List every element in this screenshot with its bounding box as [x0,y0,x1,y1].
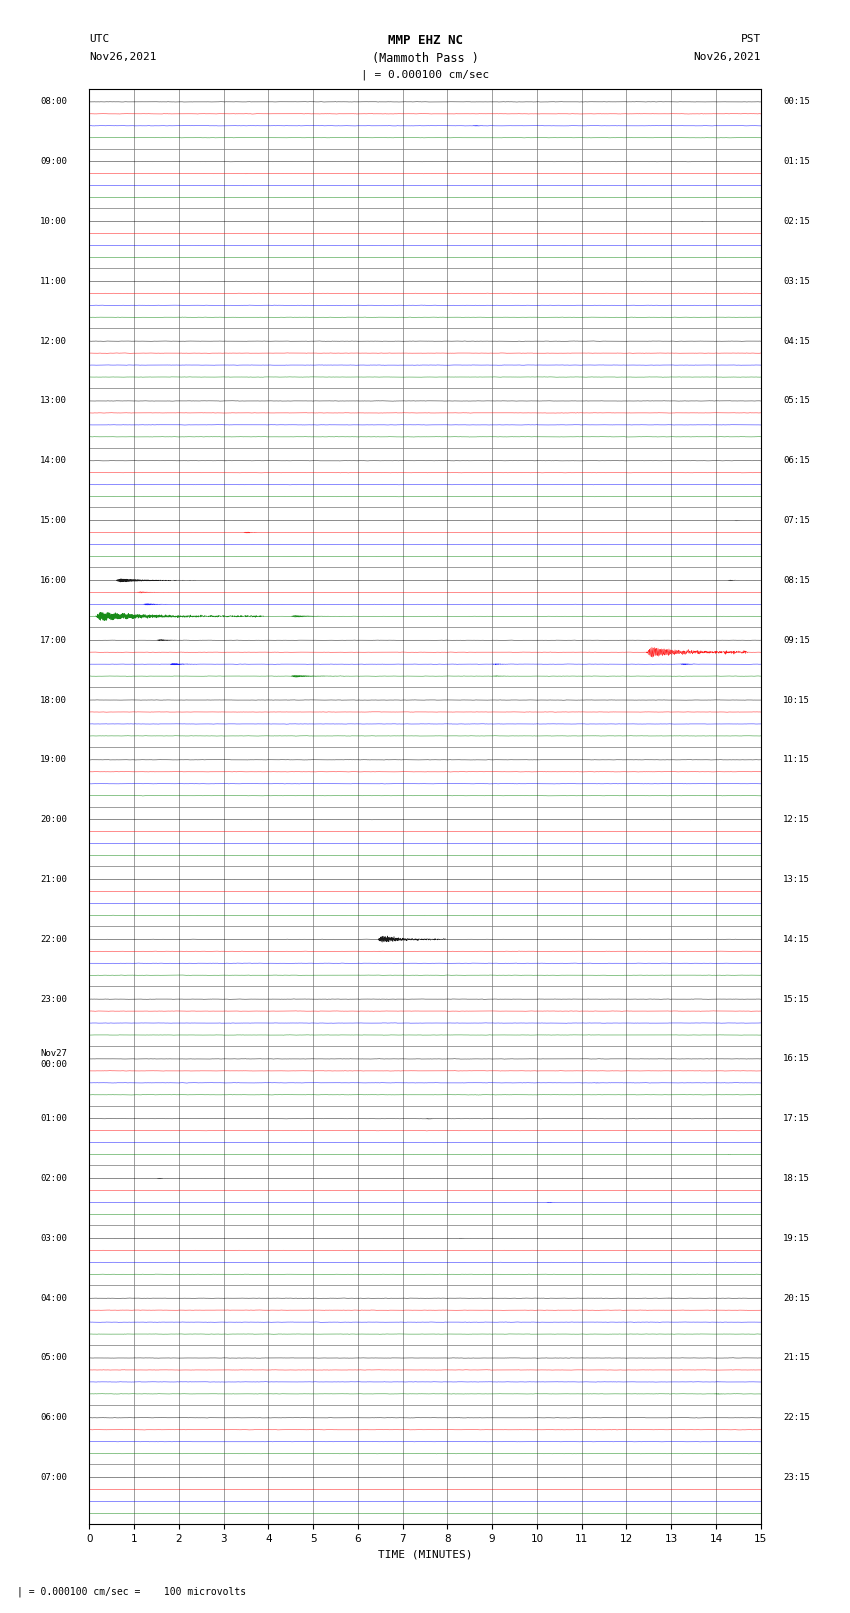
Text: 21:00: 21:00 [40,874,67,884]
Text: 09:00: 09:00 [40,156,67,166]
Text: 11:00: 11:00 [40,277,67,286]
Text: PST: PST [740,34,761,44]
Text: 09:15: 09:15 [783,636,810,645]
Text: 17:15: 17:15 [783,1115,810,1123]
Text: 08:15: 08:15 [783,576,810,586]
Text: Nov26,2021: Nov26,2021 [89,52,156,61]
Text: 17:00: 17:00 [40,636,67,645]
Text: 19:15: 19:15 [783,1234,810,1244]
Text: 10:15: 10:15 [783,695,810,705]
Text: 12:15: 12:15 [783,815,810,824]
X-axis label: TIME (MINUTES): TIME (MINUTES) [377,1550,473,1560]
Text: 05:15: 05:15 [783,397,810,405]
Text: 05:00: 05:00 [40,1353,67,1363]
Text: 03:00: 03:00 [40,1234,67,1244]
Text: 11:15: 11:15 [783,755,810,765]
Text: 23:15: 23:15 [783,1473,810,1482]
Text: 19:00: 19:00 [40,755,67,765]
Text: 07:15: 07:15 [783,516,810,526]
Text: 04:00: 04:00 [40,1294,67,1303]
Text: 01:15: 01:15 [783,156,810,166]
Text: 16:15: 16:15 [783,1055,810,1063]
Text: 14:00: 14:00 [40,456,67,465]
Text: 01:00: 01:00 [40,1115,67,1123]
Text: 20:15: 20:15 [783,1294,810,1303]
Text: Nov26,2021: Nov26,2021 [694,52,761,61]
Text: 02:00: 02:00 [40,1174,67,1182]
Text: 04:15: 04:15 [783,337,810,345]
Text: 13:15: 13:15 [783,874,810,884]
Text: 15:15: 15:15 [783,995,810,1003]
Text: 16:00: 16:00 [40,576,67,586]
Text: 06:15: 06:15 [783,456,810,465]
Text: MMP EHZ NC: MMP EHZ NC [388,34,462,47]
Text: 13:00: 13:00 [40,397,67,405]
Text: 02:15: 02:15 [783,218,810,226]
Text: 18:00: 18:00 [40,695,67,705]
Text: 10:00: 10:00 [40,218,67,226]
Text: 22:15: 22:15 [783,1413,810,1423]
Text: 08:00: 08:00 [40,97,67,106]
Text: 21:15: 21:15 [783,1353,810,1363]
Text: 20:00: 20:00 [40,815,67,824]
Text: 22:00: 22:00 [40,936,67,944]
Text: 06:00: 06:00 [40,1413,67,1423]
Text: (Mammoth Pass ): (Mammoth Pass ) [371,52,479,65]
Text: Nov27
00:00: Nov27 00:00 [40,1048,67,1069]
Text: | = 0.000100 cm/sec: | = 0.000100 cm/sec [361,69,489,81]
Text: 15:00: 15:00 [40,516,67,526]
Text: 14:15: 14:15 [783,936,810,944]
Text: UTC: UTC [89,34,110,44]
Text: 18:15: 18:15 [783,1174,810,1182]
Text: 03:15: 03:15 [783,277,810,286]
Text: 12:00: 12:00 [40,337,67,345]
Text: 07:00: 07:00 [40,1473,67,1482]
Text: 00:15: 00:15 [783,97,810,106]
Text: 23:00: 23:00 [40,995,67,1003]
Text: | = 0.000100 cm/sec =    100 microvolts: | = 0.000100 cm/sec = 100 microvolts [17,1586,246,1597]
